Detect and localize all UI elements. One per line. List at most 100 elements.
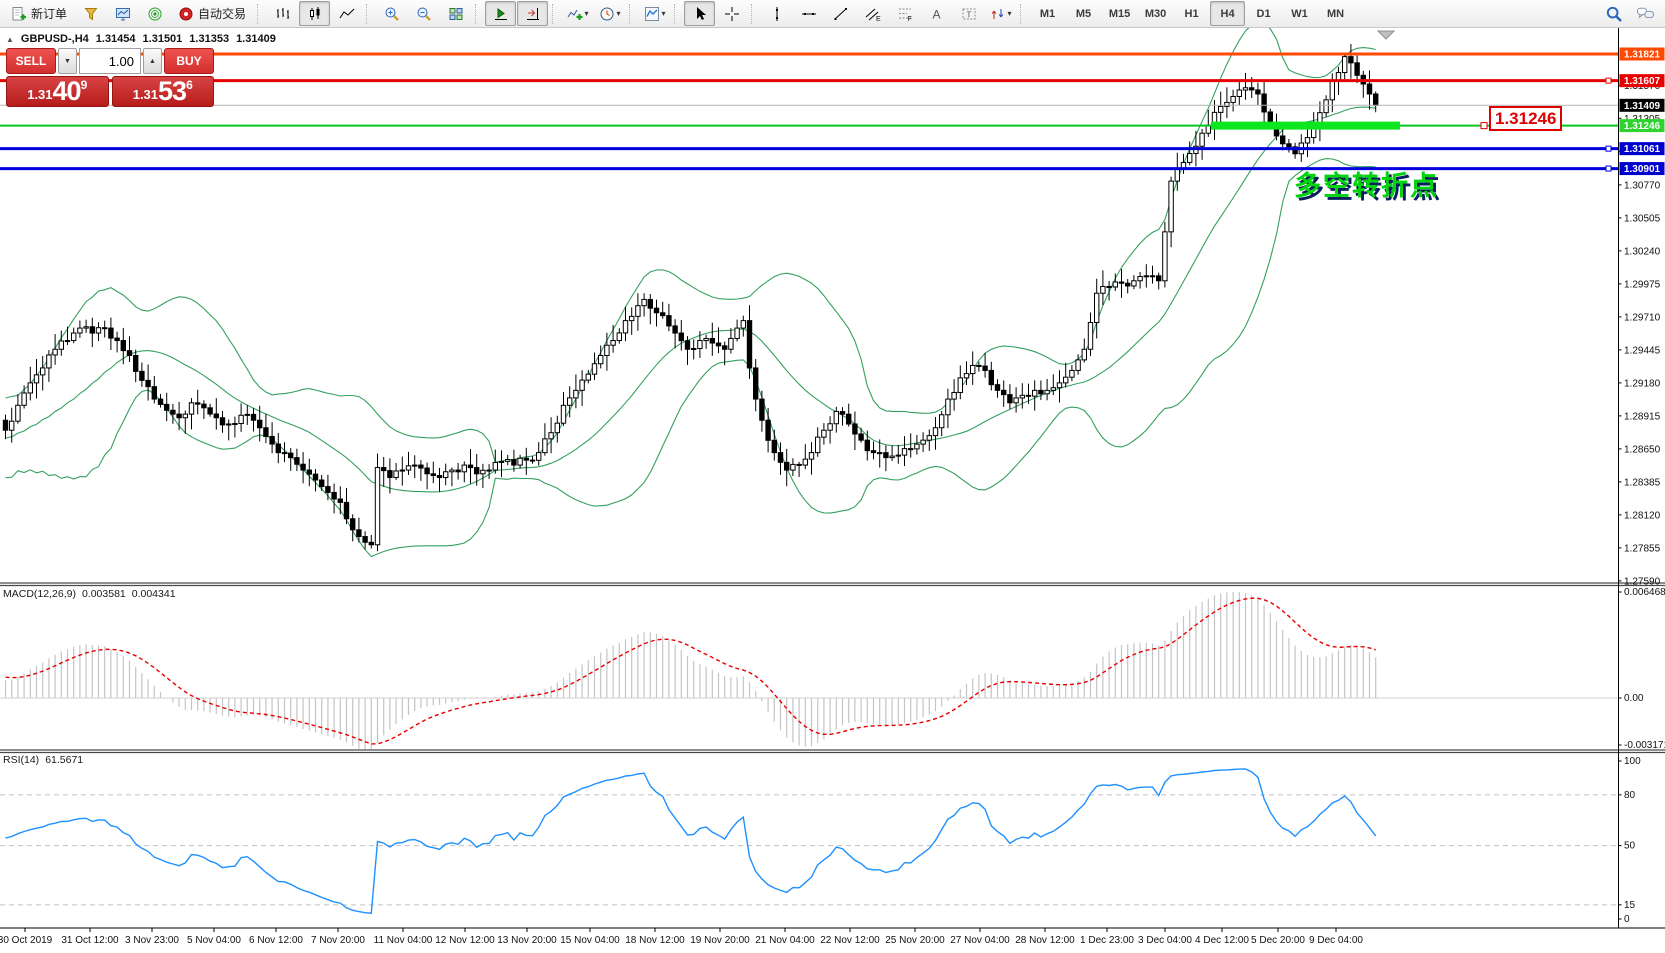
sell-button[interactable]: SELL bbox=[6, 48, 56, 74]
candle bbox=[381, 467, 387, 472]
tab-timeframe-mn[interactable]: MN bbox=[1326, 7, 1345, 20]
chart-shift-button[interactable] bbox=[517, 1, 549, 26]
fibonacci-button[interactable]: F bbox=[889, 1, 920, 26]
candle bbox=[610, 340, 616, 346]
price-level-flag[interactable]: 1.31246 bbox=[1489, 106, 1563, 131]
volume-input[interactable] bbox=[79, 48, 141, 74]
search-button[interactable] bbox=[1598, 1, 1629, 26]
time-axis-label: 9 Dec 04:00 bbox=[1309, 935, 1363, 946]
vertical-line-button[interactable] bbox=[761, 1, 792, 26]
candle bbox=[852, 423, 858, 435]
candle bbox=[139, 370, 145, 381]
tile-windows-button[interactable] bbox=[440, 1, 471, 26]
svg-text:A: A bbox=[932, 7, 940, 21]
candle bbox=[1106, 286, 1112, 289]
tab-timeframe-m15[interactable]: M15 bbox=[1108, 7, 1131, 20]
trendline-button[interactable] bbox=[825, 1, 856, 26]
equidistant-channel-button[interactable]: E bbox=[857, 1, 888, 26]
thick-level-segment[interactable] bbox=[1211, 121, 1400, 130]
crosshair-button[interactable] bbox=[716, 1, 747, 26]
macd-axis-label: 0.006468 bbox=[1624, 587, 1665, 598]
candle bbox=[374, 467, 381, 546]
buy-price-button[interactable]: 1.31 53 6 bbox=[111, 76, 214, 107]
candle bbox=[604, 344, 610, 356]
templates-button[interactable]: ▾ bbox=[639, 1, 670, 26]
ohlc-low: 1.31353 bbox=[189, 33, 230, 45]
price-tick-label: 1.30240 bbox=[1624, 246, 1661, 257]
sell-price-button[interactable]: 1.31 40 9 bbox=[6, 76, 109, 107]
price-tick-label: 1.28120 bbox=[1624, 510, 1661, 521]
rsi-axis-label: 100 bbox=[1624, 756, 1641, 767]
trendline-icon bbox=[833, 6, 849, 22]
candle bbox=[1348, 56, 1354, 64]
buy-button[interactable]: BUY bbox=[164, 48, 214, 74]
time-axis-label: 30 Oct 2019 bbox=[0, 935, 53, 946]
svg-text:1.31246: 1.31246 bbox=[1624, 121, 1661, 132]
price-tick-label: 1.29180 bbox=[1624, 378, 1661, 389]
chart-shift-marker[interactable] bbox=[1376, 30, 1396, 40]
candle bbox=[666, 315, 672, 327]
chart-window-button[interactable] bbox=[75, 1, 106, 26]
candle bbox=[629, 315, 635, 322]
candle bbox=[1224, 101, 1230, 107]
crosshair-icon bbox=[724, 6, 740, 22]
candle bbox=[1075, 359, 1081, 371]
new-order-label: 新订单 bbox=[31, 7, 68, 21]
bar-chart-button[interactable] bbox=[267, 1, 298, 26]
candle bbox=[244, 413, 251, 416]
sonar-button[interactable] bbox=[139, 1, 170, 26]
tab-timeframe-w1[interactable]: W1 bbox=[1291, 7, 1308, 20]
zoom-out-button[interactable] bbox=[408, 1, 439, 26]
candle bbox=[858, 433, 864, 441]
toolbar-separator bbox=[751, 3, 756, 24]
auto-scroll-button[interactable] bbox=[485, 1, 517, 26]
chart-canvas[interactable]: 1.315701.313051.310401.307701.305051.302… bbox=[0, 28, 1665, 953]
arrows-button[interactable]: ▾ bbox=[985, 1, 1016, 26]
zoom-in-button[interactable] bbox=[376, 1, 407, 26]
chat-button[interactable] bbox=[1630, 1, 1661, 26]
candle bbox=[901, 448, 908, 456]
candle bbox=[1056, 382, 1063, 389]
candle bbox=[52, 348, 58, 356]
candle bbox=[387, 470, 393, 479]
new-order-icon bbox=[11, 6, 27, 22]
bollinger-lower bbox=[5, 158, 1376, 558]
market-watch-button[interactable] bbox=[107, 1, 138, 26]
periods-button[interactable]: ▾ bbox=[594, 1, 625, 26]
text-button[interactable]: A bbox=[921, 1, 952, 26]
new-order-button[interactable]: 新订单 bbox=[4, 1, 74, 26]
candle bbox=[219, 417, 226, 426]
macd-signal-value: 0.004341 bbox=[131, 588, 176, 600]
candle bbox=[40, 367, 46, 376]
indicators-button[interactable]: ▾ bbox=[562, 1, 593, 26]
tab-timeframe-d1[interactable]: D1 bbox=[1256, 7, 1271, 20]
volume-decrease-button[interactable]: ▼ bbox=[58, 48, 77, 74]
candle bbox=[976, 364, 982, 367]
time-axis-label: 7 Nov 20:00 bbox=[311, 935, 365, 946]
line-chart-button[interactable] bbox=[331, 1, 362, 26]
candle bbox=[58, 340, 64, 350]
horizontal-line-button[interactable] bbox=[793, 1, 824, 26]
tab-timeframe-h4[interactable]: H4 bbox=[1210, 1, 1246, 26]
candle bbox=[914, 443, 920, 450]
tab-timeframe-m30[interactable]: M30 bbox=[1144, 7, 1167, 20]
auto-trading-button[interactable]: 自动交易 bbox=[171, 1, 253, 26]
candle bbox=[939, 414, 945, 429]
tab-timeframe-h1[interactable]: H1 bbox=[1184, 7, 1199, 20]
candle bbox=[2, 419, 9, 431]
candle bbox=[709, 338, 715, 344]
tab-timeframe-m1[interactable]: M1 bbox=[1039, 7, 1056, 20]
volume-increase-button[interactable]: ▲ bbox=[143, 48, 162, 74]
candle bbox=[207, 407, 213, 415]
panel-collapse-arrow[interactable]: ▲ bbox=[6, 34, 14, 44]
candle bbox=[957, 377, 963, 393]
macd-axis-label: -0.003171 bbox=[1624, 740, 1665, 751]
cursor-button[interactable] bbox=[684, 1, 716, 26]
candle-chart-button[interactable] bbox=[299, 1, 331, 26]
candle bbox=[790, 463, 796, 471]
candle-chart-icon bbox=[307, 6, 323, 22]
chat-icon bbox=[1636, 5, 1655, 22]
tab-timeframe-m5[interactable]: M5 bbox=[1075, 7, 1092, 20]
text-label-button[interactable]: T bbox=[953, 1, 984, 26]
candle bbox=[474, 467, 480, 475]
